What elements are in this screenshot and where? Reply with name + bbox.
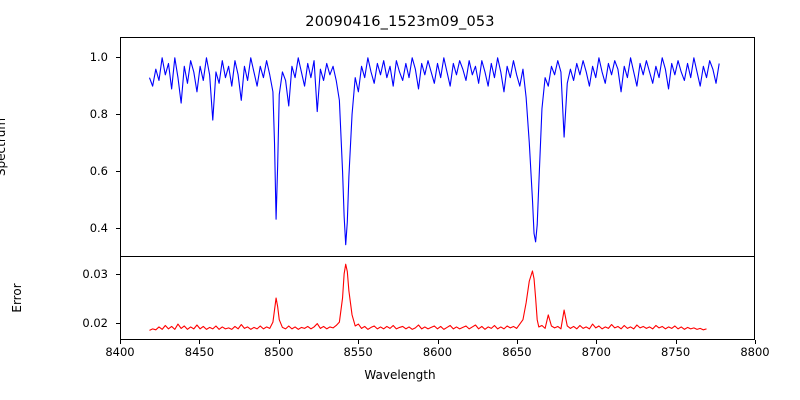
x-tick-label-8700: 8700	[581, 345, 611, 359]
spectrum-y-0.6-tick	[116, 171, 120, 173]
x-tick-label-8650: 8650	[502, 345, 532, 359]
x-tick-8650	[516, 340, 518, 344]
error-y-0.03-label: 0.03	[82, 267, 108, 282]
x-tick-8600	[437, 340, 439, 344]
spectrum-plot-area	[120, 37, 755, 257]
x-tick-label-8800: 8800	[740, 345, 770, 359]
x-tick-label-8400: 8400	[105, 345, 135, 359]
x-axis-title: Wavelength	[364, 368, 436, 382]
x-tick-label-8550: 8550	[343, 345, 373, 359]
x-tick-label-8500: 8500	[264, 345, 294, 359]
spectrum-y-1.0-tick	[116, 57, 120, 58]
x-tick-8400	[120, 340, 121, 344]
error-y-0.03-tick	[116, 274, 120, 276]
spectrum-y-0.8-tick	[116, 114, 120, 116]
spectrum-y-1.0-label: 1.0	[89, 50, 108, 64]
x-tick-8750	[675, 340, 677, 344]
figure-title: 20090416_1523m09_053	[305, 14, 495, 30]
spectrum-y-0.4-label: 0.4	[89, 221, 108, 236]
x-tick-label-8750: 8750	[660, 345, 691, 359]
error-y-0.02-label: 0.02	[82, 315, 108, 330]
x-tick-8800	[755, 340, 756, 344]
error-plot-area	[120, 257, 755, 340]
spectrum-axis-label: Spectrum	[0, 117, 8, 177]
spectrum-y-0.8-label: 0.8	[89, 107, 108, 122]
x-tick-label-8600: 8600	[422, 345, 453, 359]
x-tick-8700	[596, 340, 598, 344]
x-tick-8450	[199, 340, 201, 344]
spectrum-line-series	[121, 38, 754, 256]
error-y-0.02-tick	[116, 322, 120, 324]
error-axis-label: Error	[10, 283, 24, 313]
x-tick-8550	[358, 340, 360, 344]
x-tick-label-8450: 8450	[184, 345, 215, 359]
x-tick-8500	[278, 340, 280, 344]
spectrum-y-0.6-label: 0.6	[89, 164, 108, 179]
spectrum-y-0.4-tick	[116, 228, 120, 230]
error-line-series	[121, 257, 754, 339]
